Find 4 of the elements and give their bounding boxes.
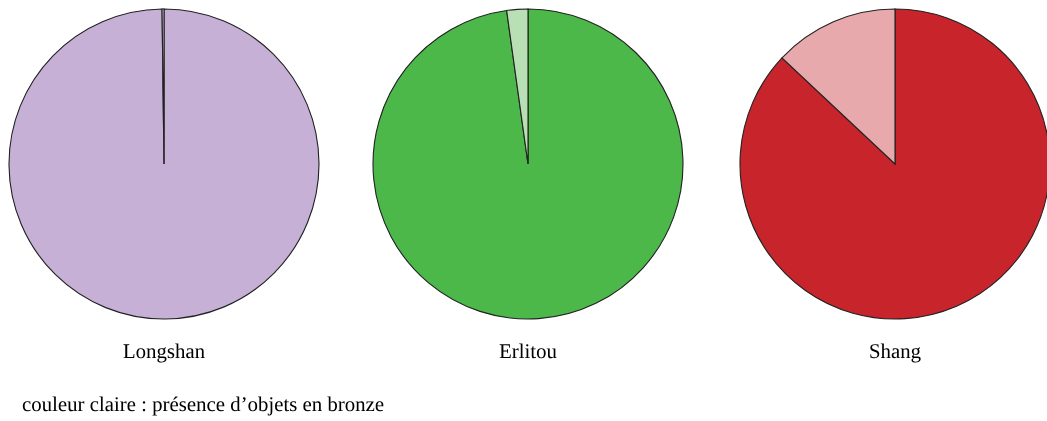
text: Shang	[870, 343, 921, 363]
text: Longshan	[123, 343, 205, 363]
text: Erlitou	[499, 343, 557, 359]
text: couleur claire : présence d’objets en bronze	[22, 396, 384, 416]
